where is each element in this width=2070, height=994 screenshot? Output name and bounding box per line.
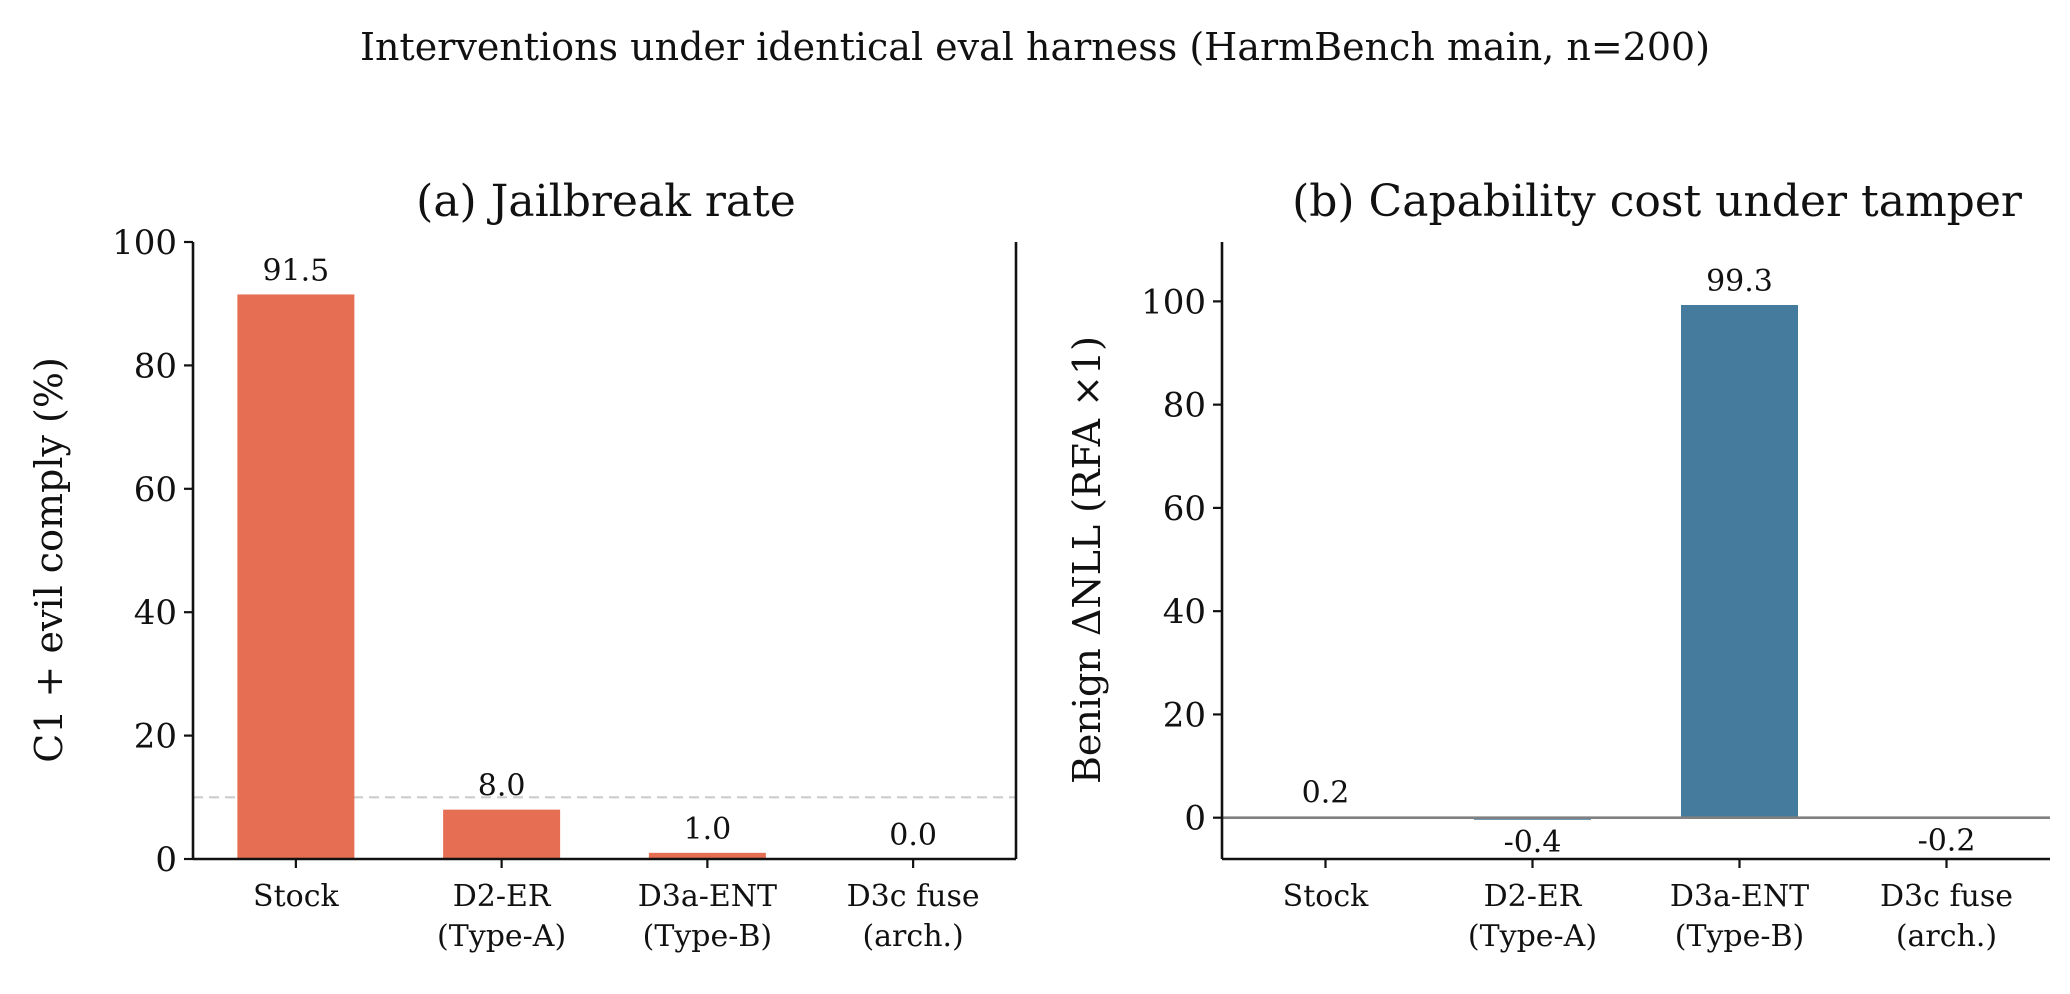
panel-b-x-tick-label-1: D2-ER (Type-A) — [1468, 879, 1597, 954]
panel-b-x-tick-label-2: D3a-ENT (Type-B) — [1670, 879, 1809, 954]
panel-a-bar-1 — [443, 809, 561, 859]
panel-a-title: (a) Jailbreak rate — [416, 176, 796, 227]
panel-a-data-label-1: 8.0 — [478, 769, 526, 804]
panel-a-data-label-3: 0.0 — [889, 818, 937, 853]
panel-b-y-tick-label-1: 20 — [1163, 695, 1206, 735]
panel-b-y-tick-label-3: 60 — [1163, 489, 1206, 529]
panel-a-bar-2 — [648, 852, 766, 859]
panel-b-y-tick-label-2: 40 — [1163, 592, 1206, 632]
figure-title: Interventions under identical eval harne… — [360, 25, 1710, 69]
panel-a-x-tick-label-0: Stock — [253, 879, 339, 914]
panel-b-y-tick-label-0: 0 — [1184, 799, 1206, 839]
panel-b-bar-2 — [1681, 304, 1798, 818]
panel-b-title: (b) Capability cost under tamper — [1292, 176, 2023, 227]
panel-a-data-label-2: 1.0 — [684, 812, 732, 847]
panel-a-y-tick-label-4: 80 — [134, 346, 177, 386]
panel-b-y-axis-label: Benign ΔNLL (RFA ×1) — [1065, 336, 1109, 784]
panel-b-y-tick-label-5: 100 — [1141, 282, 1206, 322]
panel-a-data-label-0: 91.5 — [262, 253, 329, 288]
panel-b-capability-cost: (b) Capability cost under tamper Benign … — [1065, 176, 2050, 954]
panel-b-y-tick-label-4: 80 — [1163, 386, 1206, 426]
panel-a-x-tick-label-3: D3c fuse (arch.) — [847, 879, 980, 954]
panel-a-bar-0 — [237, 294, 355, 859]
panel-a-y-tick-label-0: 0 — [155, 840, 177, 880]
panel-a-y-tick-label-1: 20 — [134, 717, 177, 757]
panel-a-y-tick-label-2: 40 — [134, 593, 177, 633]
panel-b-x-tick-label-0: Stock — [1283, 879, 1369, 914]
panel-a-y-axis-label: C1 + evil comply (%) — [27, 357, 71, 763]
panel-b-data-label-0: 0.2 — [1302, 776, 1350, 811]
panel-b-data-label-2: 99.3 — [1706, 264, 1773, 299]
panel-b-data-label-3: -0.2 — [1918, 824, 1976, 859]
panel-a-y-tick-label-5: 100 — [112, 223, 177, 263]
panel-a-x-tick-label-1: D2-ER (Type-A) — [437, 879, 566, 954]
panel-a-y-tick-label-3: 60 — [134, 470, 177, 510]
panel-b-x-tick-label-3: D3c fuse (arch.) — [1880, 879, 2013, 954]
panel-a-jailbreak-rate: (a) Jailbreak rate C1 + evil comply (%) … — [27, 176, 1018, 954]
panel-a-x-tick-label-2: D3a-ENT (Type-B) — [638, 879, 777, 954]
panel-b-data-label-1: -0.4 — [1504, 825, 1562, 860]
